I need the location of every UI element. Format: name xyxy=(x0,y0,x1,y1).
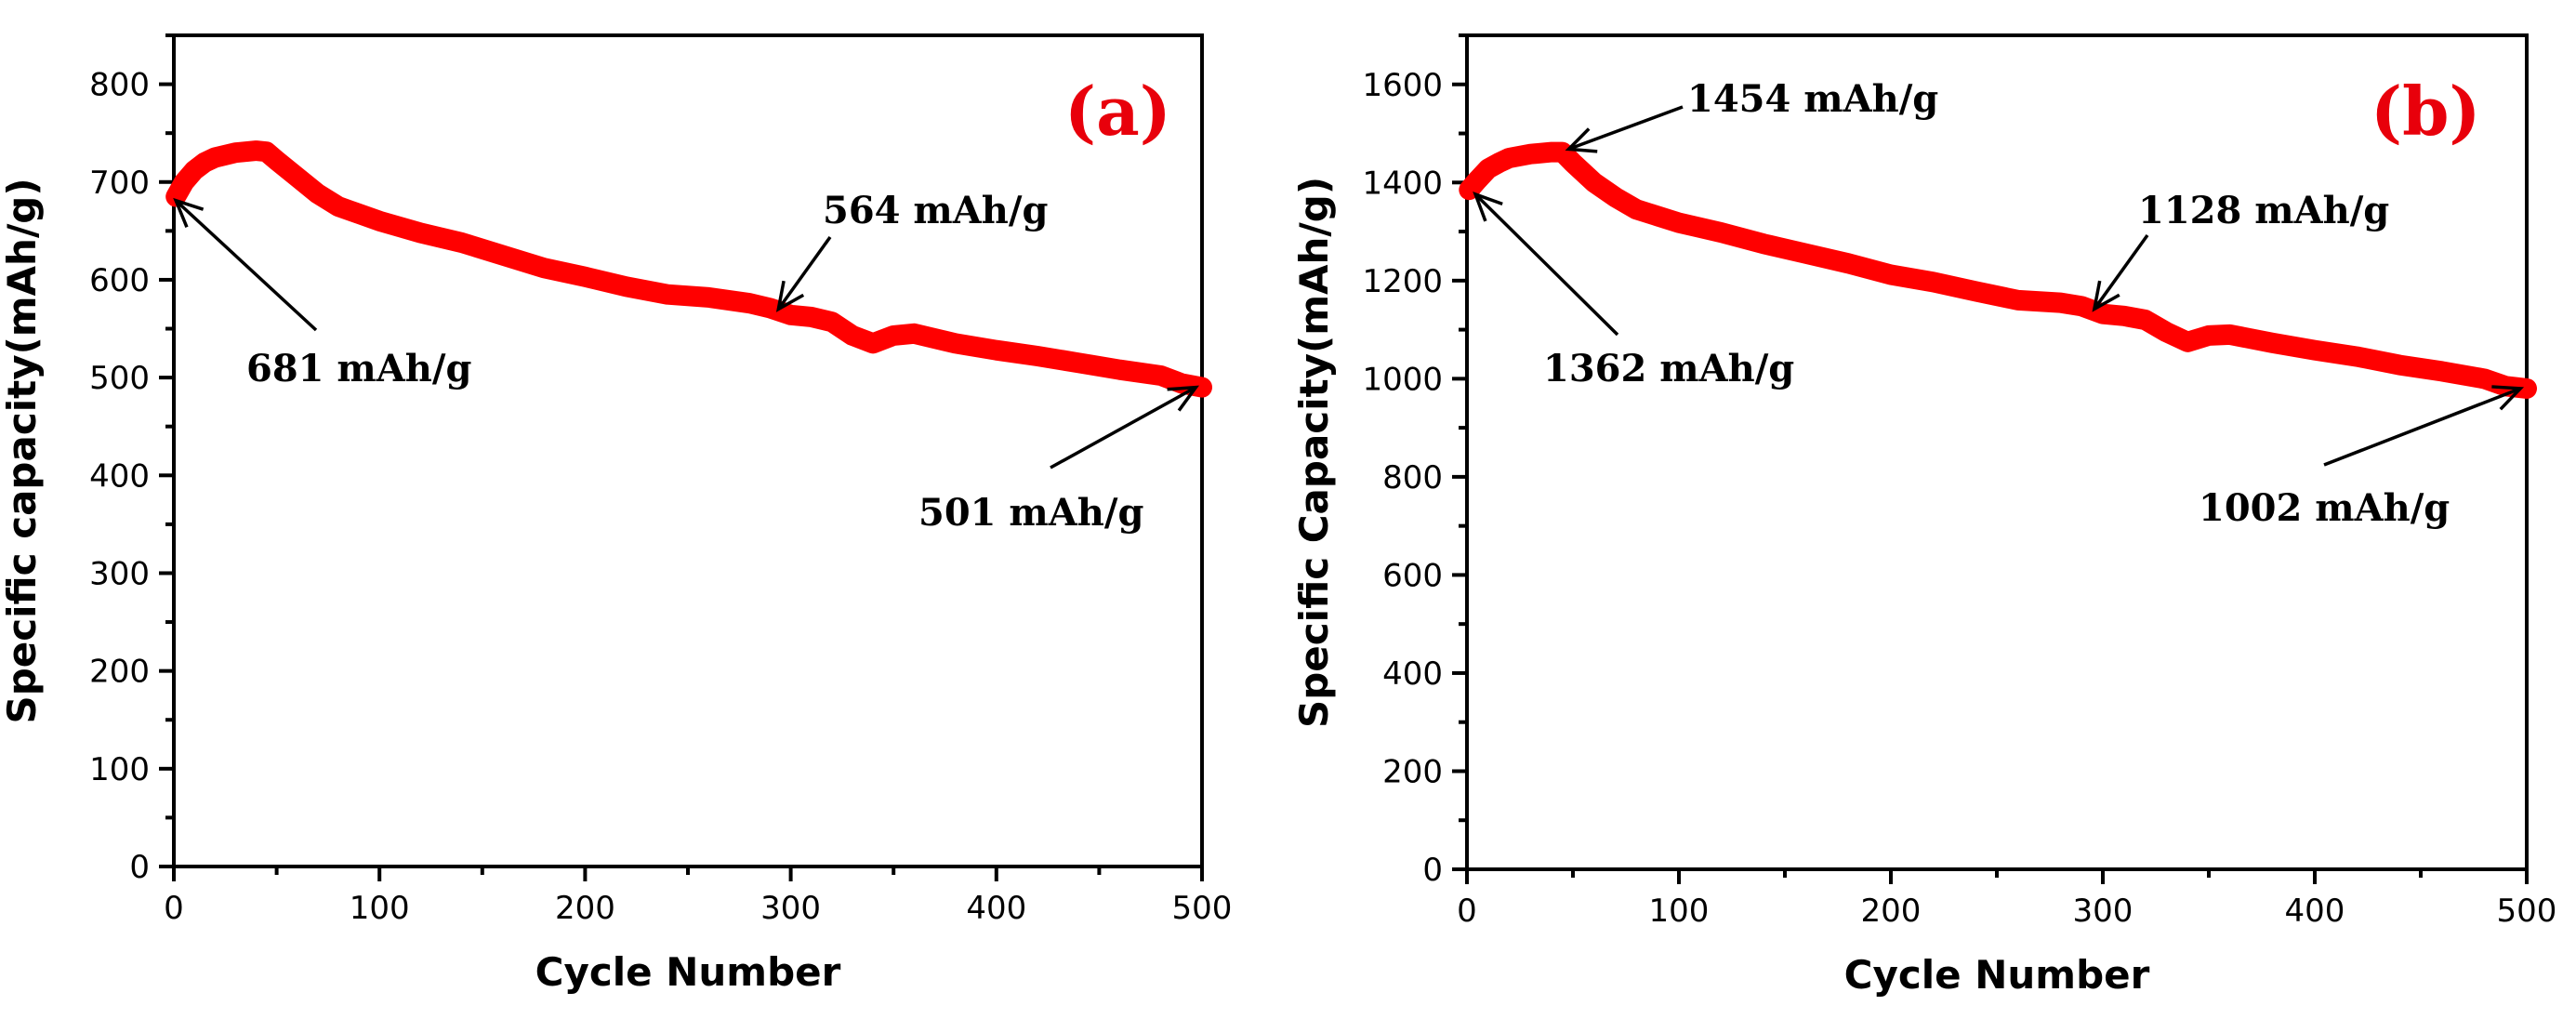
y-tick-label: 1200 xyxy=(1362,263,1443,300)
x-tick-label: 300 xyxy=(2073,893,2133,930)
annotation-arrow xyxy=(175,199,318,332)
x-tick-label: 500 xyxy=(1172,890,1233,927)
annotation-label: 681 mAh/g xyxy=(246,347,471,390)
plot-frame xyxy=(172,33,1204,868)
y-tick-label: 800 xyxy=(1382,459,1443,496)
panel-label: (a) xyxy=(1064,72,1171,151)
y-tick-label: 1400 xyxy=(1362,165,1443,202)
y-tick-label: 100 xyxy=(89,751,150,788)
annotation-arrow xyxy=(776,235,832,311)
y-tick-label: 400 xyxy=(1382,655,1443,693)
series-line xyxy=(165,140,1212,398)
x-tick-label: 300 xyxy=(760,890,821,927)
annotation-label: 1362 mAh/g xyxy=(1543,347,1794,390)
annotation-arrowhead xyxy=(2092,280,2120,312)
x-tick-label: 200 xyxy=(555,890,615,927)
y-tick-label: 1600 xyxy=(1362,67,1443,104)
y-axis-title: Specific Capacity(mAh/g) xyxy=(1291,177,1337,728)
annotation-arrow xyxy=(1050,386,1197,470)
plot-frame xyxy=(1465,33,2529,871)
annotation-arrow xyxy=(2093,233,2149,311)
annotation-arrow xyxy=(1473,192,1619,337)
annotation-arrow xyxy=(1567,105,1684,152)
annotation-arrowhead xyxy=(2491,385,2525,411)
x-tick-label: 0 xyxy=(1457,893,1477,930)
annotation-arrowhead xyxy=(1167,385,1200,412)
chart-panel-b: 0 100 200 300 400 500 0 200 400 600 800 1000 1200 140… xyxy=(1291,33,2557,998)
y-tick-label: 200 xyxy=(1382,753,1443,790)
annotation-label: 1128 mAh/g xyxy=(2138,189,2389,232)
annotation-arrowhead xyxy=(1565,127,1598,153)
y-tick-label: 600 xyxy=(1382,557,1443,594)
y-tick-label: 600 xyxy=(89,262,150,299)
y-tick-label: 700 xyxy=(89,165,150,202)
annotation-arrowhead xyxy=(173,197,205,228)
annotation-label: 564 mAh/g xyxy=(823,189,1048,232)
annotation-arrow xyxy=(2323,387,2521,467)
y-tick-label: 800 xyxy=(89,67,150,104)
annotation-arrowhead xyxy=(1473,192,1503,222)
y-tick-label: 500 xyxy=(89,360,150,397)
y-tick-label: 0 xyxy=(129,849,150,886)
y-tick-label: 200 xyxy=(89,654,150,691)
y-tick-label: 1000 xyxy=(1362,361,1443,398)
y-tick-label: 300 xyxy=(89,555,150,592)
x-tick-label: 100 xyxy=(1649,893,1710,930)
annotation-arrowhead xyxy=(775,280,805,312)
y-axis-title: Specific capacity(mAh/g) xyxy=(0,178,45,723)
y-tick-label: 0 xyxy=(1422,852,1443,889)
annotation-label: 501 mAh/g xyxy=(918,491,1143,535)
x-tick-label: 400 xyxy=(966,890,1026,927)
x-tick-label: 100 xyxy=(350,890,410,927)
x-tick-label: 500 xyxy=(2497,893,2557,930)
x-tick-label: 400 xyxy=(2285,893,2345,930)
series-line xyxy=(1459,141,2537,399)
annotation-label: 1454 mAh/g xyxy=(1687,77,1938,121)
annotation-label: 1002 mAh/g xyxy=(2199,486,2450,530)
x-axis-title: Cycle Number xyxy=(1844,952,2150,998)
chart-panel-a: 0 100 200 300 400 500 0 100 200 300 400 500 600 700 80… xyxy=(0,33,1233,995)
y-tick-label: 400 xyxy=(89,457,150,495)
x-tick-label: 200 xyxy=(1861,893,1922,930)
x-tick-label: 0 xyxy=(164,890,184,927)
panel-label: (b) xyxy=(2371,72,2480,151)
x-axis-title: Cycle Number xyxy=(535,949,841,995)
